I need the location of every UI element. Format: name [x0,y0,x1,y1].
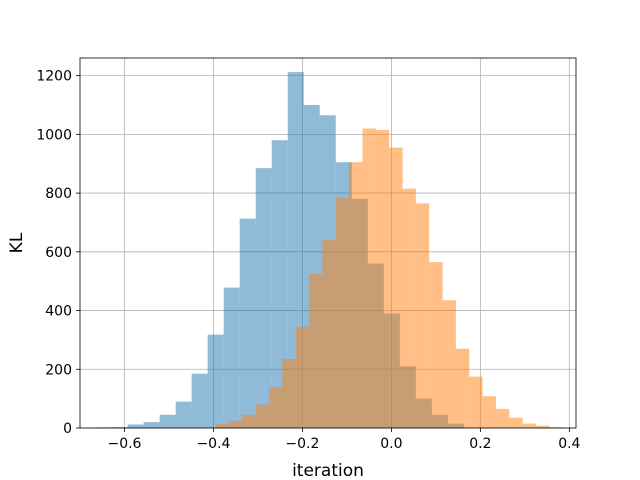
histogram-bar-series-1 [191,373,208,428]
y-tick-label: 600 [45,245,72,261]
histogram-bar-series-2 [402,188,416,428]
x-axis-label: iteration [292,461,364,480]
histogram-bar-series-2 [335,197,350,428]
histogram-bar-series-2 [375,129,390,428]
histogram-bar-series-2 [362,128,376,428]
histogram-bar-series-1 [271,140,288,428]
histogram-bar-series-2 [309,273,323,428]
histogram-bar-series-2 [415,203,430,428]
x-tick-label: −0.6 [107,436,141,452]
histogram-bar-series-2 [455,348,470,428]
y-tick-label: 0 [63,421,72,437]
histogram-bar-series-2 [295,326,310,428]
histogram-bar-series-1 [223,287,240,428]
y-tick-label: 400 [45,304,72,320]
histogram-bar-series-2 [482,396,496,428]
histogram-bar-series-1 [159,414,176,428]
histogram-bars [95,72,563,429]
histogram-bar-series-1 [207,334,224,428]
y-tick-label: 1200 [36,69,72,85]
histogram-bar-series-1 [255,168,272,428]
histogram-bar-series-2 [389,147,403,429]
histogram-bar-series-2 [255,404,270,428]
histogram-bar-series-2 [509,417,523,428]
histogram-bar-series-2 [269,386,283,428]
y-tick-label: 800 [45,186,72,202]
y-axis-label: KL [7,232,27,253]
histogram-bar-series-1 [239,218,256,428]
histogram-bar-series-2 [535,425,550,428]
histogram-bar-series-2 [242,414,256,428]
axis-ticks: −0.6 −0.4 −0.2 0.0 0.2 0.4 0 200 400 600 800 1000 12… [36,69,580,452]
histogram-bar-series-1 [175,401,192,428]
histogram-bar-series-2 [322,240,336,428]
x-tick-label: 0.0 [380,436,402,452]
x-tick-label: −0.4 [196,436,230,452]
histogram-bar-series-1 [111,427,128,428]
histogram-bar-series-2 [522,423,536,428]
histogram-bar-series-2 [469,376,483,428]
histogram-bar-series-2 [442,300,456,428]
y-tick-label: 1000 [36,127,72,143]
histogram-bar-series-2 [429,262,443,428]
histogram-bar-series-2 [549,427,563,428]
x-tick-label: 0.4 [558,436,580,452]
histogram-bar-series-2 [229,420,243,428]
histogram-bar-series-1 [127,424,144,428]
histogram-bar-series-2 [282,358,296,428]
histogram-bar-series-2 [215,423,230,428]
x-tick-label: −0.2 [285,436,319,452]
x-tick-label: 0.2 [469,436,491,452]
histogram-bar-series-1 [143,422,160,428]
y-tick-label: 200 [45,362,72,378]
histogram-bar-series-2 [495,408,510,428]
plot-area-frame [79,57,577,429]
histogram-bar-series-2 [349,162,363,428]
